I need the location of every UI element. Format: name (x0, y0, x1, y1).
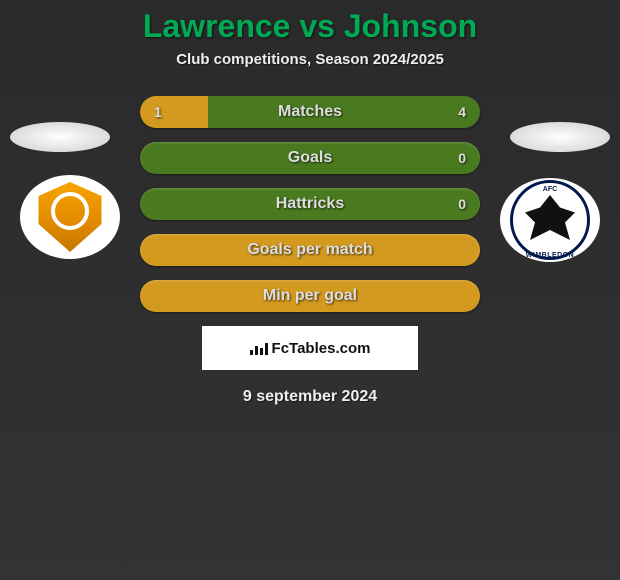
bar-fill-right (208, 96, 480, 128)
brand-text: FcTables.com (272, 340, 371, 357)
wimbledon-crest-icon: AFC WIMBLEDON (510, 180, 590, 260)
page-subtitle: Club competitions, Season 2024/2025 (0, 51, 620, 68)
stat-label: Goals (288, 149, 332, 167)
stat-bar: 0 Goals (140, 142, 480, 174)
stat-bar: Goals per match (140, 234, 480, 266)
stat-bar: Min per goal (140, 280, 480, 312)
club-badge-left (20, 175, 120, 259)
stat-bar: 1 4 Matches (140, 96, 480, 128)
mk-dons-crest-icon (35, 182, 105, 252)
stat-right-value: 4 (458, 104, 466, 120)
date-text: 9 september 2024 (0, 388, 620, 406)
stat-label: Matches (278, 103, 342, 121)
stats-bars: 1 4 Matches 0 Goals 0 Hattricks Goals per match… (140, 96, 480, 312)
stat-label: Goals per match (247, 241, 372, 259)
stat-bar: 0 Hattricks (140, 188, 480, 220)
club-badge-right: AFC WIMBLEDON (500, 178, 600, 262)
crest-top-text: AFC (513, 186, 587, 193)
bar-fill-left (140, 96, 208, 128)
player-photo-right (510, 122, 610, 152)
brand-box[interactable]: FcTables.com (202, 326, 418, 370)
eagle-icon (525, 195, 575, 245)
bar-chart-icon (250, 341, 268, 355)
stat-left-value: 1 (154, 104, 162, 120)
page-title: Lawrence vs Johnson (0, 8, 620, 45)
stat-right-value: 0 (458, 150, 466, 166)
crest-bottom-text: WIMBLEDON (513, 252, 587, 259)
stat-label: Hattricks (276, 195, 344, 213)
stat-right-value: 0 (458, 196, 466, 212)
player-photo-left (10, 122, 110, 152)
stat-label: Min per goal (263, 287, 357, 305)
